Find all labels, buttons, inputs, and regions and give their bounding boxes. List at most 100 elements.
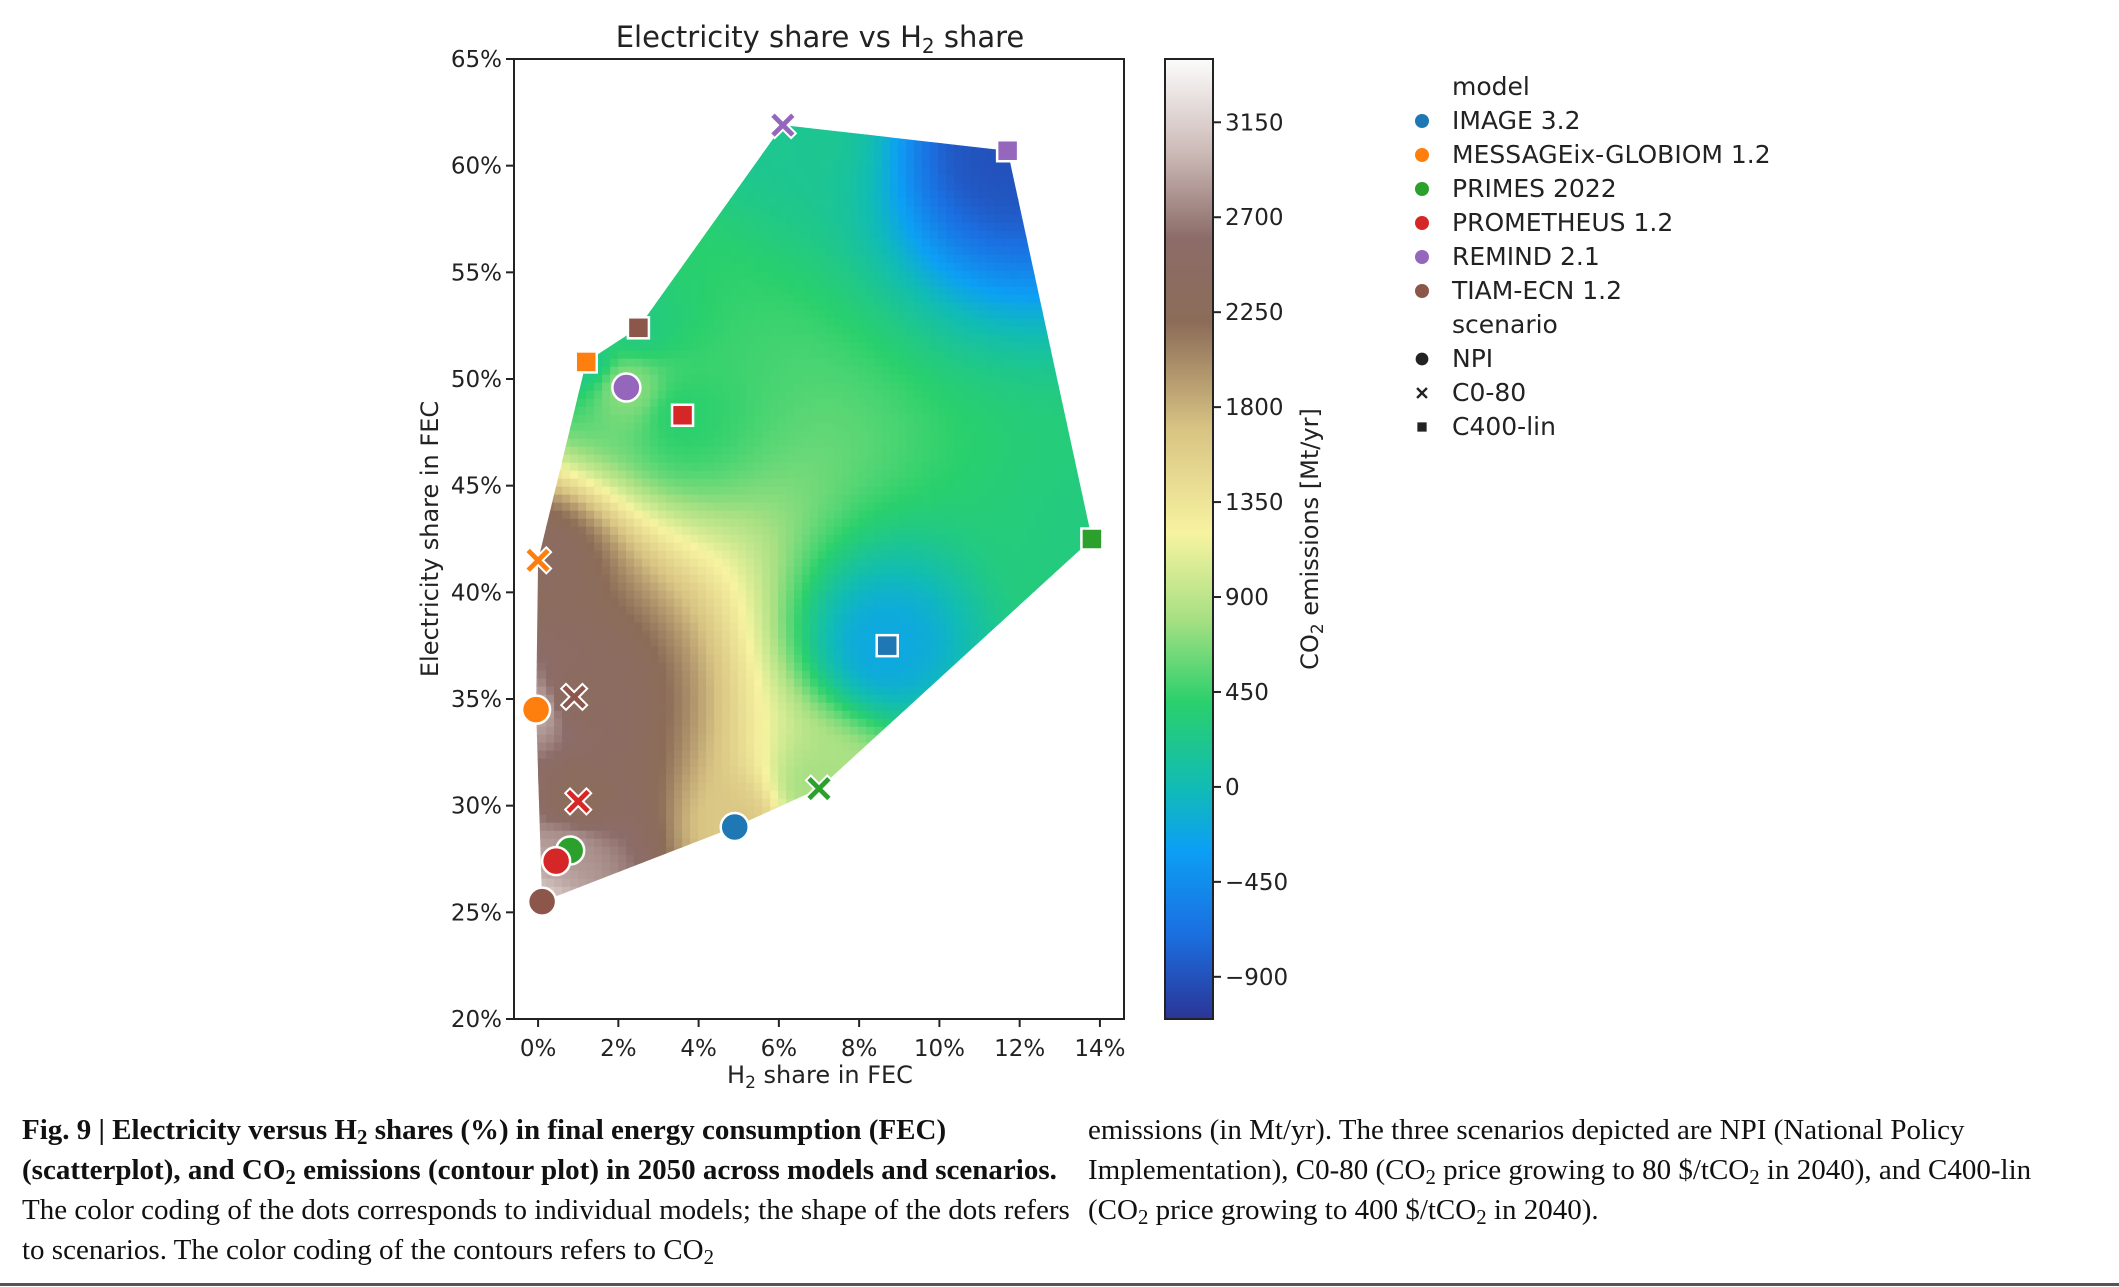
contour-cell — [610, 486, 619, 496]
contour-cell — [546, 406, 555, 416]
contour-cell — [746, 125, 755, 128]
contour-cell — [1026, 526, 1035, 536]
contour-cell — [546, 398, 555, 408]
contour-cell — [554, 366, 563, 376]
contour-cell — [882, 510, 891, 520]
contour-cell — [954, 430, 963, 440]
contour-cell — [666, 550, 675, 560]
contour-cell — [536, 358, 539, 368]
contour-cell — [546, 230, 555, 240]
contour-cell — [866, 238, 875, 248]
contour-cell — [994, 534, 1003, 544]
contour-cell — [986, 350, 995, 360]
contour-cell — [554, 262, 563, 272]
contour-cell — [634, 422, 643, 432]
contour-cell — [706, 374, 715, 384]
contour-cell — [546, 382, 555, 392]
contour-cell — [1002, 302, 1011, 312]
contour-cell — [914, 638, 923, 648]
contour-cell — [818, 302, 827, 312]
contour-cell — [898, 222, 907, 232]
contour-cell — [962, 382, 971, 392]
contour-cell — [938, 622, 947, 632]
contour-cell — [1010, 230, 1019, 240]
contour-cell — [570, 262, 579, 272]
contour-cell — [762, 206, 771, 216]
contour-cell — [1026, 414, 1035, 424]
contour-cell — [786, 125, 795, 128]
contour-cell — [842, 582, 851, 592]
contour-cell — [866, 422, 875, 432]
contour-cell — [546, 486, 555, 496]
contour-cell — [690, 430, 699, 440]
contour-cell — [594, 414, 603, 424]
contour-cell — [682, 582, 691, 592]
contour-cell — [602, 638, 611, 648]
contour-cell — [1090, 254, 1092, 264]
contour-cell — [1042, 174, 1051, 184]
contour-cell — [898, 310, 907, 320]
contour-cell — [786, 166, 795, 176]
contour-cell — [802, 486, 811, 496]
contour-cell — [898, 134, 907, 144]
contour-cell — [994, 470, 1003, 480]
contour-cell — [922, 230, 931, 240]
contour-cell — [746, 430, 755, 440]
contour-cell — [698, 430, 707, 440]
contour-cell — [818, 654, 827, 664]
contour-cell — [850, 558, 859, 568]
contour-cell — [1010, 125, 1019, 128]
contour-cell — [594, 622, 603, 632]
contour-cell — [706, 558, 715, 568]
contour-cell — [802, 454, 811, 464]
contour-cell — [1050, 478, 1059, 488]
contour-cell — [554, 614, 563, 624]
contour-cell — [962, 510, 971, 520]
contour-cell — [578, 598, 587, 608]
contour-cell — [786, 206, 795, 216]
contour-cell — [906, 150, 915, 160]
contour-cell — [754, 334, 763, 344]
contour-cell — [722, 550, 731, 560]
contour-cell — [874, 454, 883, 464]
contour-cell — [730, 606, 739, 616]
contour-cell — [650, 158, 659, 168]
contour-cell — [1034, 446, 1043, 456]
contour-cell — [714, 582, 723, 592]
contour-cell — [634, 574, 643, 584]
contour-cell — [714, 334, 723, 344]
contour-cell — [1074, 310, 1083, 320]
contour-cell — [562, 478, 571, 488]
contour-cell — [1050, 270, 1059, 280]
contour-cell — [1098, 151, 1107, 160]
contour-cell — [1074, 398, 1083, 408]
contour-cell — [602, 382, 611, 392]
contour-cell — [978, 622, 987, 632]
contour-cell — [536, 222, 539, 232]
contour-cell — [570, 125, 579, 128]
contour-cell — [610, 654, 619, 664]
contour-cell — [762, 158, 771, 168]
contour-cell — [1050, 246, 1059, 256]
contour-cell — [554, 326, 563, 336]
contour-cell — [970, 622, 979, 632]
contour-cell — [970, 590, 979, 600]
contour-cell — [1082, 142, 1091, 152]
contour-cell — [586, 382, 595, 392]
contour-cell — [570, 574, 579, 584]
contour-cell — [618, 158, 627, 168]
contour-cell — [786, 654, 795, 664]
contour-cell — [1058, 654, 1067, 664]
contour-cell — [794, 486, 803, 496]
contour-cell — [546, 246, 555, 256]
contour-cell — [826, 662, 835, 672]
contour-cell — [1042, 638, 1051, 648]
contour-cell — [682, 390, 691, 400]
contour-cell — [1090, 125, 1092, 128]
contour-cell — [770, 246, 779, 256]
contour-cell — [962, 262, 971, 272]
contour-cell — [802, 342, 811, 352]
contour-cell — [914, 286, 923, 296]
contour-cell — [626, 238, 635, 248]
contour-cell — [650, 606, 659, 616]
